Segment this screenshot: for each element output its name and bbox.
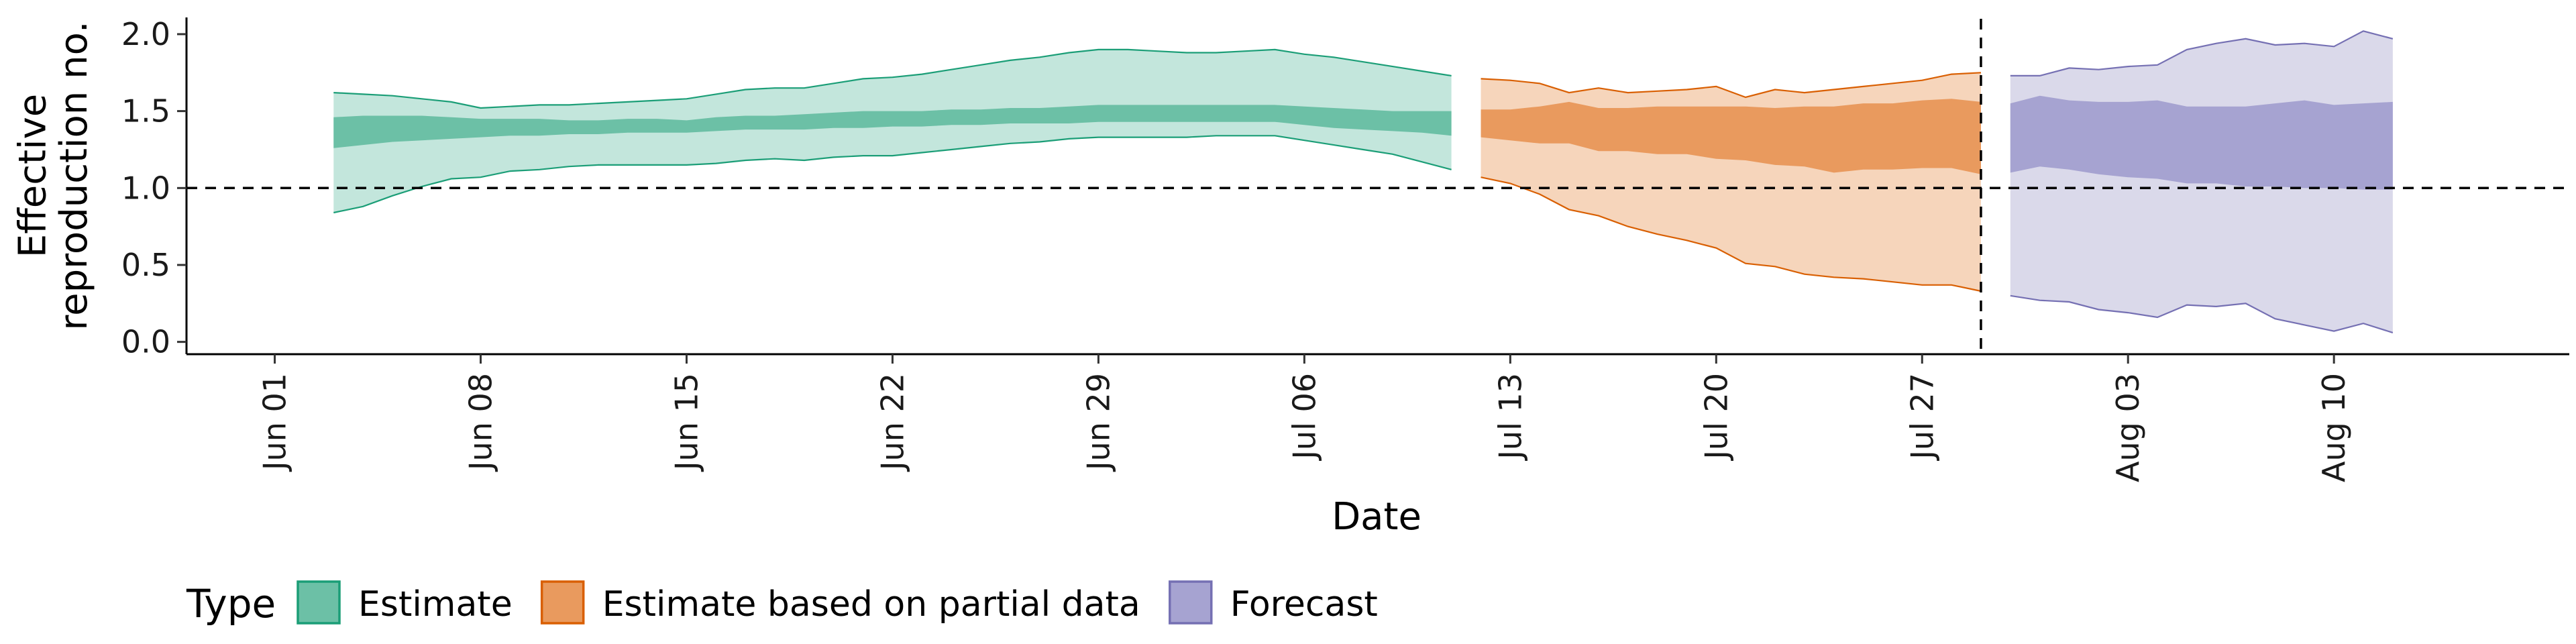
- y-tick-label: 2.0: [121, 16, 170, 52]
- series-estimate: [333, 48, 1452, 214]
- y-tick-label: 0.0: [121, 324, 170, 360]
- series-estimate-based-on-partial-data: [1481, 72, 1982, 292]
- legend-title: Type: [186, 581, 276, 627]
- band-50-estimate-based-on-partial-data: [1481, 99, 1981, 174]
- band-90-estimate: [333, 49, 1452, 213]
- y-tick-label: 1.5: [121, 93, 170, 129]
- legend-label-estimate-based-on-partial-data: Estimate based on partial data: [602, 584, 1140, 625]
- legend-label-forecast: Forecast: [1230, 584, 1378, 625]
- x-tick-label: Jul 20: [1698, 373, 1734, 462]
- band-lower-edge-estimate-based-on-partial-data: [1481, 176, 1982, 292]
- x-tick-label: Jul 06: [1286, 373, 1322, 462]
- band-lower-edge-forecast: [2010, 294, 2394, 333]
- legend-item-estimate: Estimate: [297, 580, 513, 625]
- x-tick-label: Jul 13: [1492, 373, 1528, 462]
- legend-key-estimate: [297, 580, 341, 625]
- legend-key-estimate-based-on-partial-data: [540, 580, 585, 625]
- y-axis-title-line: reproduction no.: [52, 21, 96, 330]
- bands-layer: [333, 30, 2394, 333]
- x-axis-title: Date: [1332, 495, 1421, 539]
- series-forecast: [2010, 30, 2394, 333]
- band-upper-edge-forecast: [2010, 30, 2394, 76]
- x-tick-label: Aug 03: [2110, 373, 2146, 482]
- legend-label-estimate: Estimate: [358, 584, 513, 625]
- y-axis-title-line: Effective: [11, 94, 55, 258]
- x-tick-label: Jun 22: [874, 373, 910, 472]
- band-upper-edge-estimate-based-on-partial-data: [1481, 72, 1982, 99]
- band-50-estimate: [333, 105, 1452, 148]
- band-50-forecast: [2010, 95, 2393, 190]
- legend: Type Estimate Estimate based on partial d…: [186, 580, 1378, 627]
- x-tick-label: Aug 10: [2316, 373, 2352, 482]
- x-tick-label: Jun 29: [1080, 373, 1116, 472]
- axes: 0.0 0.5 1.0 1.5 2.0 Jun 01 Jun 08 Jun 15 Jun 22 J…: [121, 16, 2569, 482]
- x-tick-label: Jun 01: [257, 373, 293, 472]
- y-axis-title: Effectivereproduction no.: [11, 21, 97, 330]
- y-tick-label: 0.5: [121, 247, 170, 283]
- x-tick-label: Jun 15: [669, 373, 705, 472]
- x-tick-label: Jun 08: [463, 373, 499, 472]
- reference-lines: [186, 19, 2569, 354]
- legend-item-estimate-based-on-partial-data: Estimate based on partial data: [540, 580, 1140, 625]
- band-lower-edge-estimate: [333, 135, 1452, 214]
- y-tick-label: 1.0: [121, 170, 170, 206]
- legend-item-forecast: Forecast: [1169, 580, 1378, 625]
- band-upper-edge-estimate: [333, 48, 1452, 109]
- legend-key-forecast: [1169, 580, 1213, 625]
- x-tick-label: Jul 27: [1904, 373, 1940, 462]
